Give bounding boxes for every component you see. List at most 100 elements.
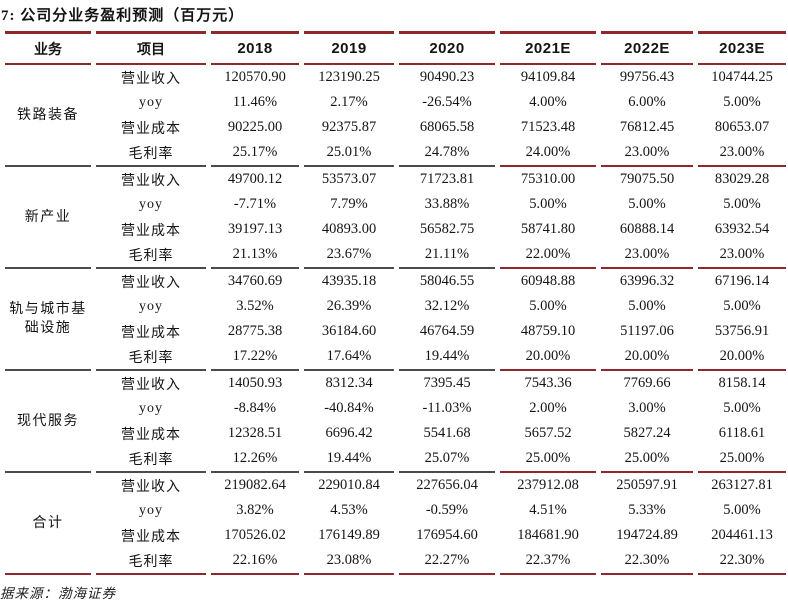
- value-cell: 22.30%: [698, 548, 786, 575]
- value-cell: 43935.18: [321, 273, 377, 289]
- table-row: 毛利率 17.22% 17.64% 19.44% 20.00% 20.00% 20.00%: [5, 344, 786, 371]
- metric-label: 毛利率: [96, 242, 206, 269]
- value-cell: 5.00%: [723, 502, 761, 518]
- metric-label: 营业收入: [121, 71, 181, 87]
- table-row: 营业成本 28775.38 36184.60 46764.59 48759.10 5119…: [5, 319, 786, 344]
- table-row: yoy -8.84% -40.84% -11.03% 2.00% 3.00% 5.00%: [5, 396, 786, 421]
- profit-forecast-table: 业务 项目 2018 2019 2020 2021E 2022E 2023E 铁…: [0, 31, 788, 575]
- business-name: 轨与城市基础设施: [5, 269, 91, 371]
- business-name: 新产业: [5, 167, 91, 269]
- value-cell: 63996.32: [619, 273, 675, 289]
- value-cell: 60888.14: [619, 221, 675, 237]
- column-header-2020: 2020: [399, 31, 495, 65]
- value-cell: 12328.51: [227, 425, 283, 441]
- value-cell: 4.51%: [529, 502, 567, 518]
- value-cell: 80653.07: [714, 119, 770, 135]
- value-cell: -0.59%: [425, 502, 469, 518]
- value-cell: 22.37%: [500, 548, 596, 575]
- value-cell: -40.84%: [324, 400, 374, 416]
- value-cell: 6696.42: [325, 425, 373, 441]
- metric-label: 毛利率: [96, 548, 206, 575]
- table-row: 毛利率 21.13% 23.67% 21.11% 22.00% 23.00% 23.00%: [5, 242, 786, 269]
- metric-label: yoy: [139, 94, 163, 110]
- value-cell: 120570.90: [224, 69, 286, 85]
- value-cell: 63932.54: [714, 221, 770, 237]
- value-cell: 21.11%: [399, 242, 495, 269]
- value-cell: 23.00%: [698, 242, 786, 269]
- value-cell: 22.16%: [211, 548, 299, 575]
- column-header-2018: 2018: [211, 31, 299, 65]
- business-name: 现代服务: [5, 371, 91, 473]
- table-row: 毛利率 25.17% 25.01% 24.78% 24.00% 23.00% 23.00%: [5, 140, 786, 167]
- value-cell: 67196.14: [714, 273, 770, 289]
- value-cell: 75310.00: [520, 171, 576, 187]
- value-cell: 4.00%: [529, 94, 567, 110]
- value-cell: 194724.89: [616, 527, 678, 543]
- value-cell: 25.00%: [500, 446, 596, 473]
- value-cell: 40893.00: [321, 221, 377, 237]
- value-cell: 39197.13: [227, 221, 283, 237]
- value-cell: 7769.66: [623, 375, 671, 391]
- value-cell: 36184.60: [321, 323, 377, 339]
- column-header-2022e: 2022E: [601, 31, 693, 65]
- column-header-2021e: 2021E: [500, 31, 596, 65]
- value-cell: 5.33%: [628, 502, 666, 518]
- value-cell: 7543.36: [524, 375, 572, 391]
- business-name: 合计: [5, 473, 91, 575]
- value-cell: 26.39%: [326, 298, 372, 314]
- value-cell: 5827.24: [623, 425, 671, 441]
- value-cell: 21.13%: [211, 242, 299, 269]
- value-cell: 6118.61: [718, 425, 766, 441]
- value-cell: 23.08%: [304, 548, 394, 575]
- value-cell: 24.00%: [500, 140, 596, 167]
- value-cell: 90490.23: [419, 69, 475, 85]
- value-cell: 46764.59: [419, 323, 475, 339]
- metric-label: 营业成本: [121, 427, 181, 443]
- value-cell: 25.01%: [304, 140, 394, 167]
- value-cell: 60948.88: [520, 273, 576, 289]
- value-cell: 24.78%: [399, 140, 495, 167]
- value-cell: 5.00%: [628, 196, 666, 212]
- value-cell: 2.17%: [330, 94, 368, 110]
- value-cell: 3.00%: [628, 400, 666, 416]
- metric-label: 营业成本: [121, 529, 181, 545]
- column-header-2023e: 2023E: [698, 31, 786, 65]
- value-cell: 49700.12: [227, 171, 283, 187]
- value-cell: 7.79%: [330, 196, 368, 212]
- value-cell: 3.82%: [236, 502, 274, 518]
- table-row: 轨与城市基础设施 营业收入 34760.69 43935.18 58046.55 6094…: [5, 269, 786, 371]
- value-cell: 5.00%: [529, 196, 567, 212]
- value-cell: 7395.45: [423, 375, 471, 391]
- value-cell: 53756.91: [714, 323, 770, 339]
- value-cell: 79075.50: [619, 171, 675, 187]
- value-cell: 123190.25: [318, 69, 380, 85]
- table-row: 毛利率 12.26% 19.44% 25.07% 25.00% 25.00% 25.00%: [5, 446, 786, 473]
- value-cell: 20.00%: [500, 344, 596, 371]
- value-cell: 6.00%: [628, 94, 666, 110]
- table-row: yoy -7.71% 7.79% 33.88% 5.00% 5.00% 5.00%: [5, 192, 786, 217]
- metric-label: 毛利率: [96, 140, 206, 167]
- value-cell: 23.00%: [601, 242, 693, 269]
- table-row: 铁路装备 营业收入 120570.90 123190.25 90490.23 94109.…: [5, 65, 786, 167]
- metric-label: 营业收入: [121, 377, 181, 393]
- value-cell: 25.17%: [211, 140, 299, 167]
- report-page: 7: 公司分业务盈利预测（百万元） 业务 项目 2018 2019 2020 2…: [0, 8, 788, 601]
- business-name: 铁路装备: [5, 65, 91, 167]
- value-cell: 17.22%: [211, 344, 299, 371]
- value-cell: -8.84%: [233, 400, 277, 416]
- table-row: yoy 3.82% 4.53% -0.59% 4.51% 5.33% 5.00%: [5, 498, 786, 523]
- table-row: 营业成本 39197.13 40893.00 56582.75 58741.80 6088…: [5, 217, 786, 242]
- value-cell: -11.03%: [422, 400, 472, 416]
- value-cell: 83029.28: [714, 171, 770, 187]
- value-cell: 5.00%: [529, 298, 567, 314]
- value-cell: 14050.93: [227, 375, 283, 391]
- value-cell: 94109.84: [520, 69, 576, 85]
- value-cell: 23.00%: [698, 140, 786, 167]
- table-title: 7: 公司分业务盈利预测（百万元）: [1, 8, 245, 24]
- value-cell: 58046.55: [419, 273, 475, 289]
- value-cell: 53573.07: [321, 171, 377, 187]
- table-row: 营业成本 170526.02 176149.89 176954.60 184681.90…: [5, 523, 786, 548]
- value-cell: 56582.75: [419, 221, 475, 237]
- value-cell: 58741.80: [520, 221, 576, 237]
- value-cell: 204461.13: [711, 527, 773, 543]
